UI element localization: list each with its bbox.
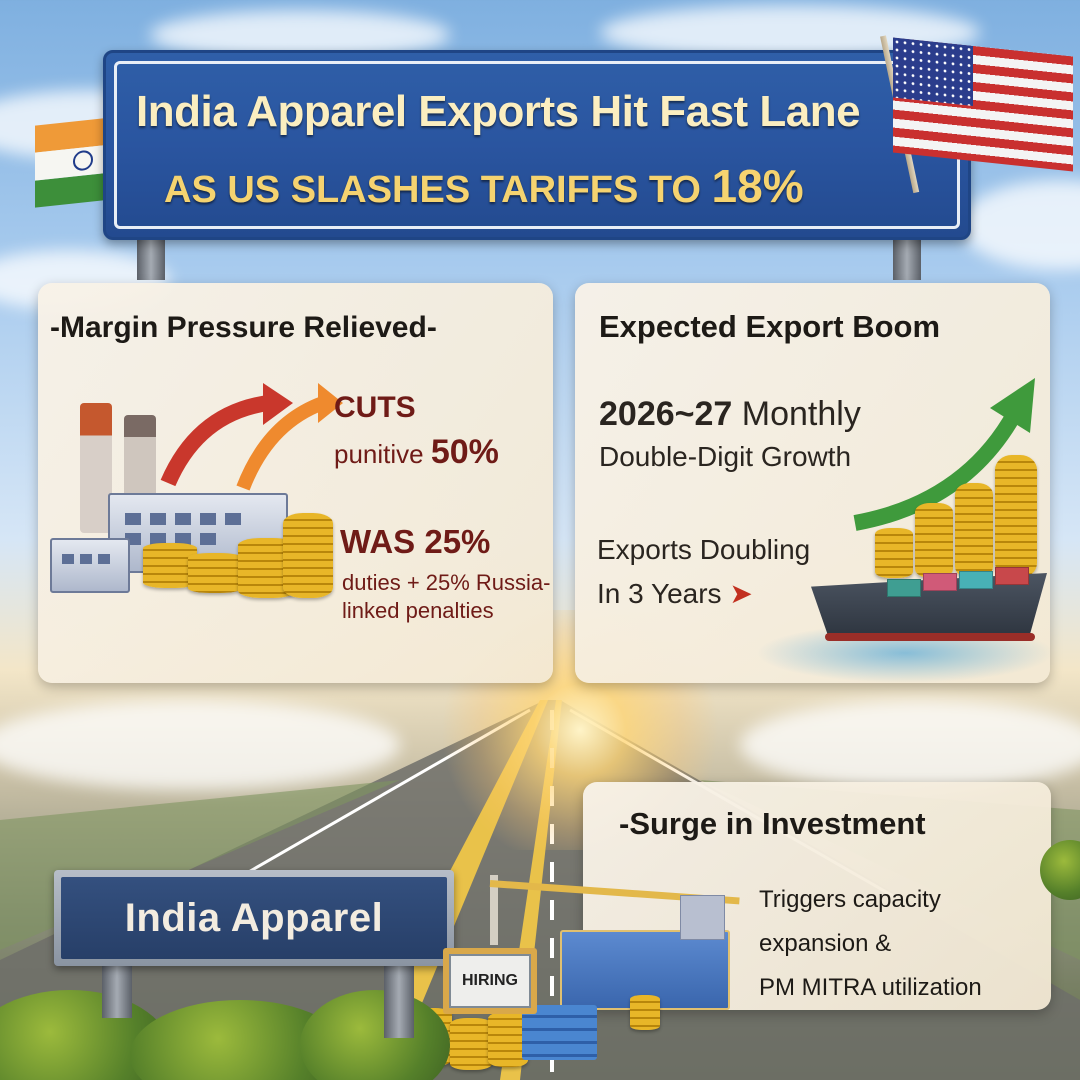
coin-stack-icon	[283, 513, 333, 598]
headline-subtitle: AS US SLASHES TARIFFS TO 18%	[164, 159, 944, 213]
bush	[1040, 840, 1080, 900]
coin-stack-icon	[875, 528, 913, 578]
sign-post	[893, 236, 921, 280]
cloud	[740, 700, 1080, 790]
hiring-label: HIRING	[449, 954, 531, 1008]
cloud	[0, 700, 400, 790]
punitive-value: 50%	[430, 433, 499, 471]
chimney-icon	[80, 403, 112, 533]
invest-line-3: PM MITRA utilization	[759, 974, 982, 1001]
doubling-text: Exports Doubling In 3 Years ➤	[597, 528, 877, 616]
green-growth-arrow-icon	[853, 378, 1035, 531]
punitive-label: punitive	[334, 439, 424, 469]
red-arrow-icon: ➤	[729, 578, 753, 609]
export-boom-card: Expected Export Boom 2026~27 Monthly Dou…	[575, 283, 1050, 683]
doubling-line-2: In 3 Years ➤	[597, 572, 877, 616]
was-detail: duties + 25% Russia-linked penalties	[342, 570, 551, 623]
margin-pressure-card: -Margin Pressure Relieved-	[38, 283, 553, 683]
coin-stack-icon	[188, 553, 242, 593]
factory-annex-icon	[50, 538, 130, 593]
hiring-sign: HIRING	[443, 948, 537, 1014]
was-value: 25%	[424, 523, 491, 560]
bush	[300, 990, 450, 1080]
year-suffix: Monthly	[741, 395, 861, 433]
us-flag-icon	[893, 37, 1073, 172]
headline-title: India Apparel Exports Hit Fast Lane	[136, 87, 861, 136]
fabric-bolts-icon	[522, 1005, 597, 1060]
punitive-line: punitive 50%	[334, 433, 499, 472]
coin-stack-icon	[488, 1012, 528, 1067]
cloud	[960, 180, 1080, 270]
coin-stack-icon	[630, 995, 660, 1030]
doubling-years: In 3 Years	[597, 578, 722, 609]
tariff-value: 18%	[711, 160, 804, 212]
invest-line-1: Triggers capacity	[759, 886, 941, 913]
growth-line: Double-Digit Growth	[599, 441, 852, 472]
was-label: WAS	[340, 523, 416, 560]
india-apparel-sign: India Apparel	[54, 870, 454, 966]
container-icon	[923, 573, 957, 591]
invest-line-2: expansion &	[759, 930, 892, 957]
invest-text: Triggers capacity expansion & PM MITRA u…	[759, 878, 1049, 1010]
rising-arrows-icon	[160, 383, 343, 491]
india-apparel-label: India Apparel	[124, 895, 384, 940]
coin-stack-icon	[995, 455, 1037, 578]
apparel-sign-post	[102, 962, 132, 1018]
boom-card-title: Expected Export Boom	[599, 309, 941, 344]
container-icon	[995, 567, 1029, 585]
coin-stack-icon	[955, 483, 993, 578]
cuts-label: CUTS	[334, 391, 416, 424]
ship-hull	[825, 633, 1035, 641]
sign-post	[137, 236, 165, 280]
was-line: WAS 25%	[340, 523, 490, 561]
tower-building-icon	[680, 895, 725, 940]
india-flag-icon	[35, 118, 103, 208]
ashoka-chakra-icon	[73, 149, 93, 172]
subtitle-prefix: AS US SLASHES TARIFFS TO	[164, 169, 701, 211]
doubling-line-1: Exports Doubling	[597, 534, 811, 565]
year-value: 2026~27	[599, 395, 733, 433]
headline-sign: India Apparel Exports Hit Fast Lane AS U…	[103, 50, 971, 240]
factory-coins-illustration	[48, 373, 343, 613]
container-icon	[959, 571, 993, 589]
invest-card-title: -Surge in Investment	[619, 806, 926, 841]
margin-card-title: -Margin Pressure Relieved-	[50, 311, 437, 344]
apparel-sign-post	[384, 962, 414, 1038]
year-line: 2026~27 Monthly	[599, 395, 861, 434]
crane-mast-icon	[490, 875, 498, 945]
coin-stack-icon	[450, 1018, 492, 1070]
coin-stack-icon	[915, 503, 953, 578]
container-icon	[887, 579, 921, 597]
